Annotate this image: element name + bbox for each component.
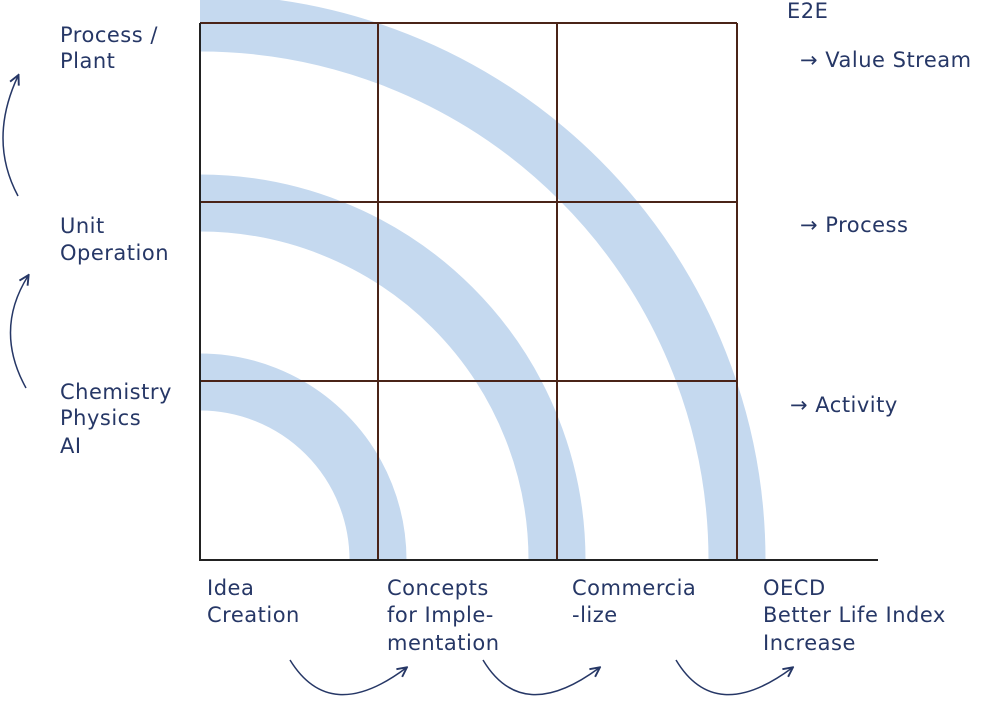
curved-arrow (675, 659, 792, 696)
left-label: AI (60, 434, 82, 458)
right-label: → Process (800, 213, 908, 237)
left-label: Plant (60, 49, 115, 73)
right-label: → Activity (790, 393, 898, 417)
left-label: Unit (60, 214, 105, 238)
bottom-label: mentation (387, 631, 500, 655)
curved-arrow (2, 76, 18, 197)
bottom-label: Idea (207, 576, 254, 600)
arc-band (199, 353, 407, 561)
curved-arrow (9, 276, 28, 389)
bottom-label: Better Life Index (763, 603, 946, 627)
bottom-label: Concepts (387, 576, 489, 600)
left-label: Process / (60, 23, 158, 47)
bottom-label: Commercia (572, 576, 696, 600)
bottom-label: OECD (763, 576, 826, 600)
grid (199, 22, 878, 561)
arc-band (199, 0, 766, 561)
left-label: Operation (60, 241, 169, 265)
bottom-label: for Imple- (387, 603, 494, 627)
left-label: Chemistry (60, 380, 172, 404)
bottom-label: Creation (207, 603, 300, 627)
right-label: E2E (787, 0, 828, 23)
left-label: Physics (60, 406, 141, 430)
curved-arrow (289, 659, 406, 696)
curved-arrow (482, 659, 599, 696)
right-label: → Value Stream (800, 48, 972, 72)
arc-band (199, 174, 586, 561)
bottom-label: -lize (572, 603, 618, 627)
bottom-label: Increase (763, 631, 856, 655)
